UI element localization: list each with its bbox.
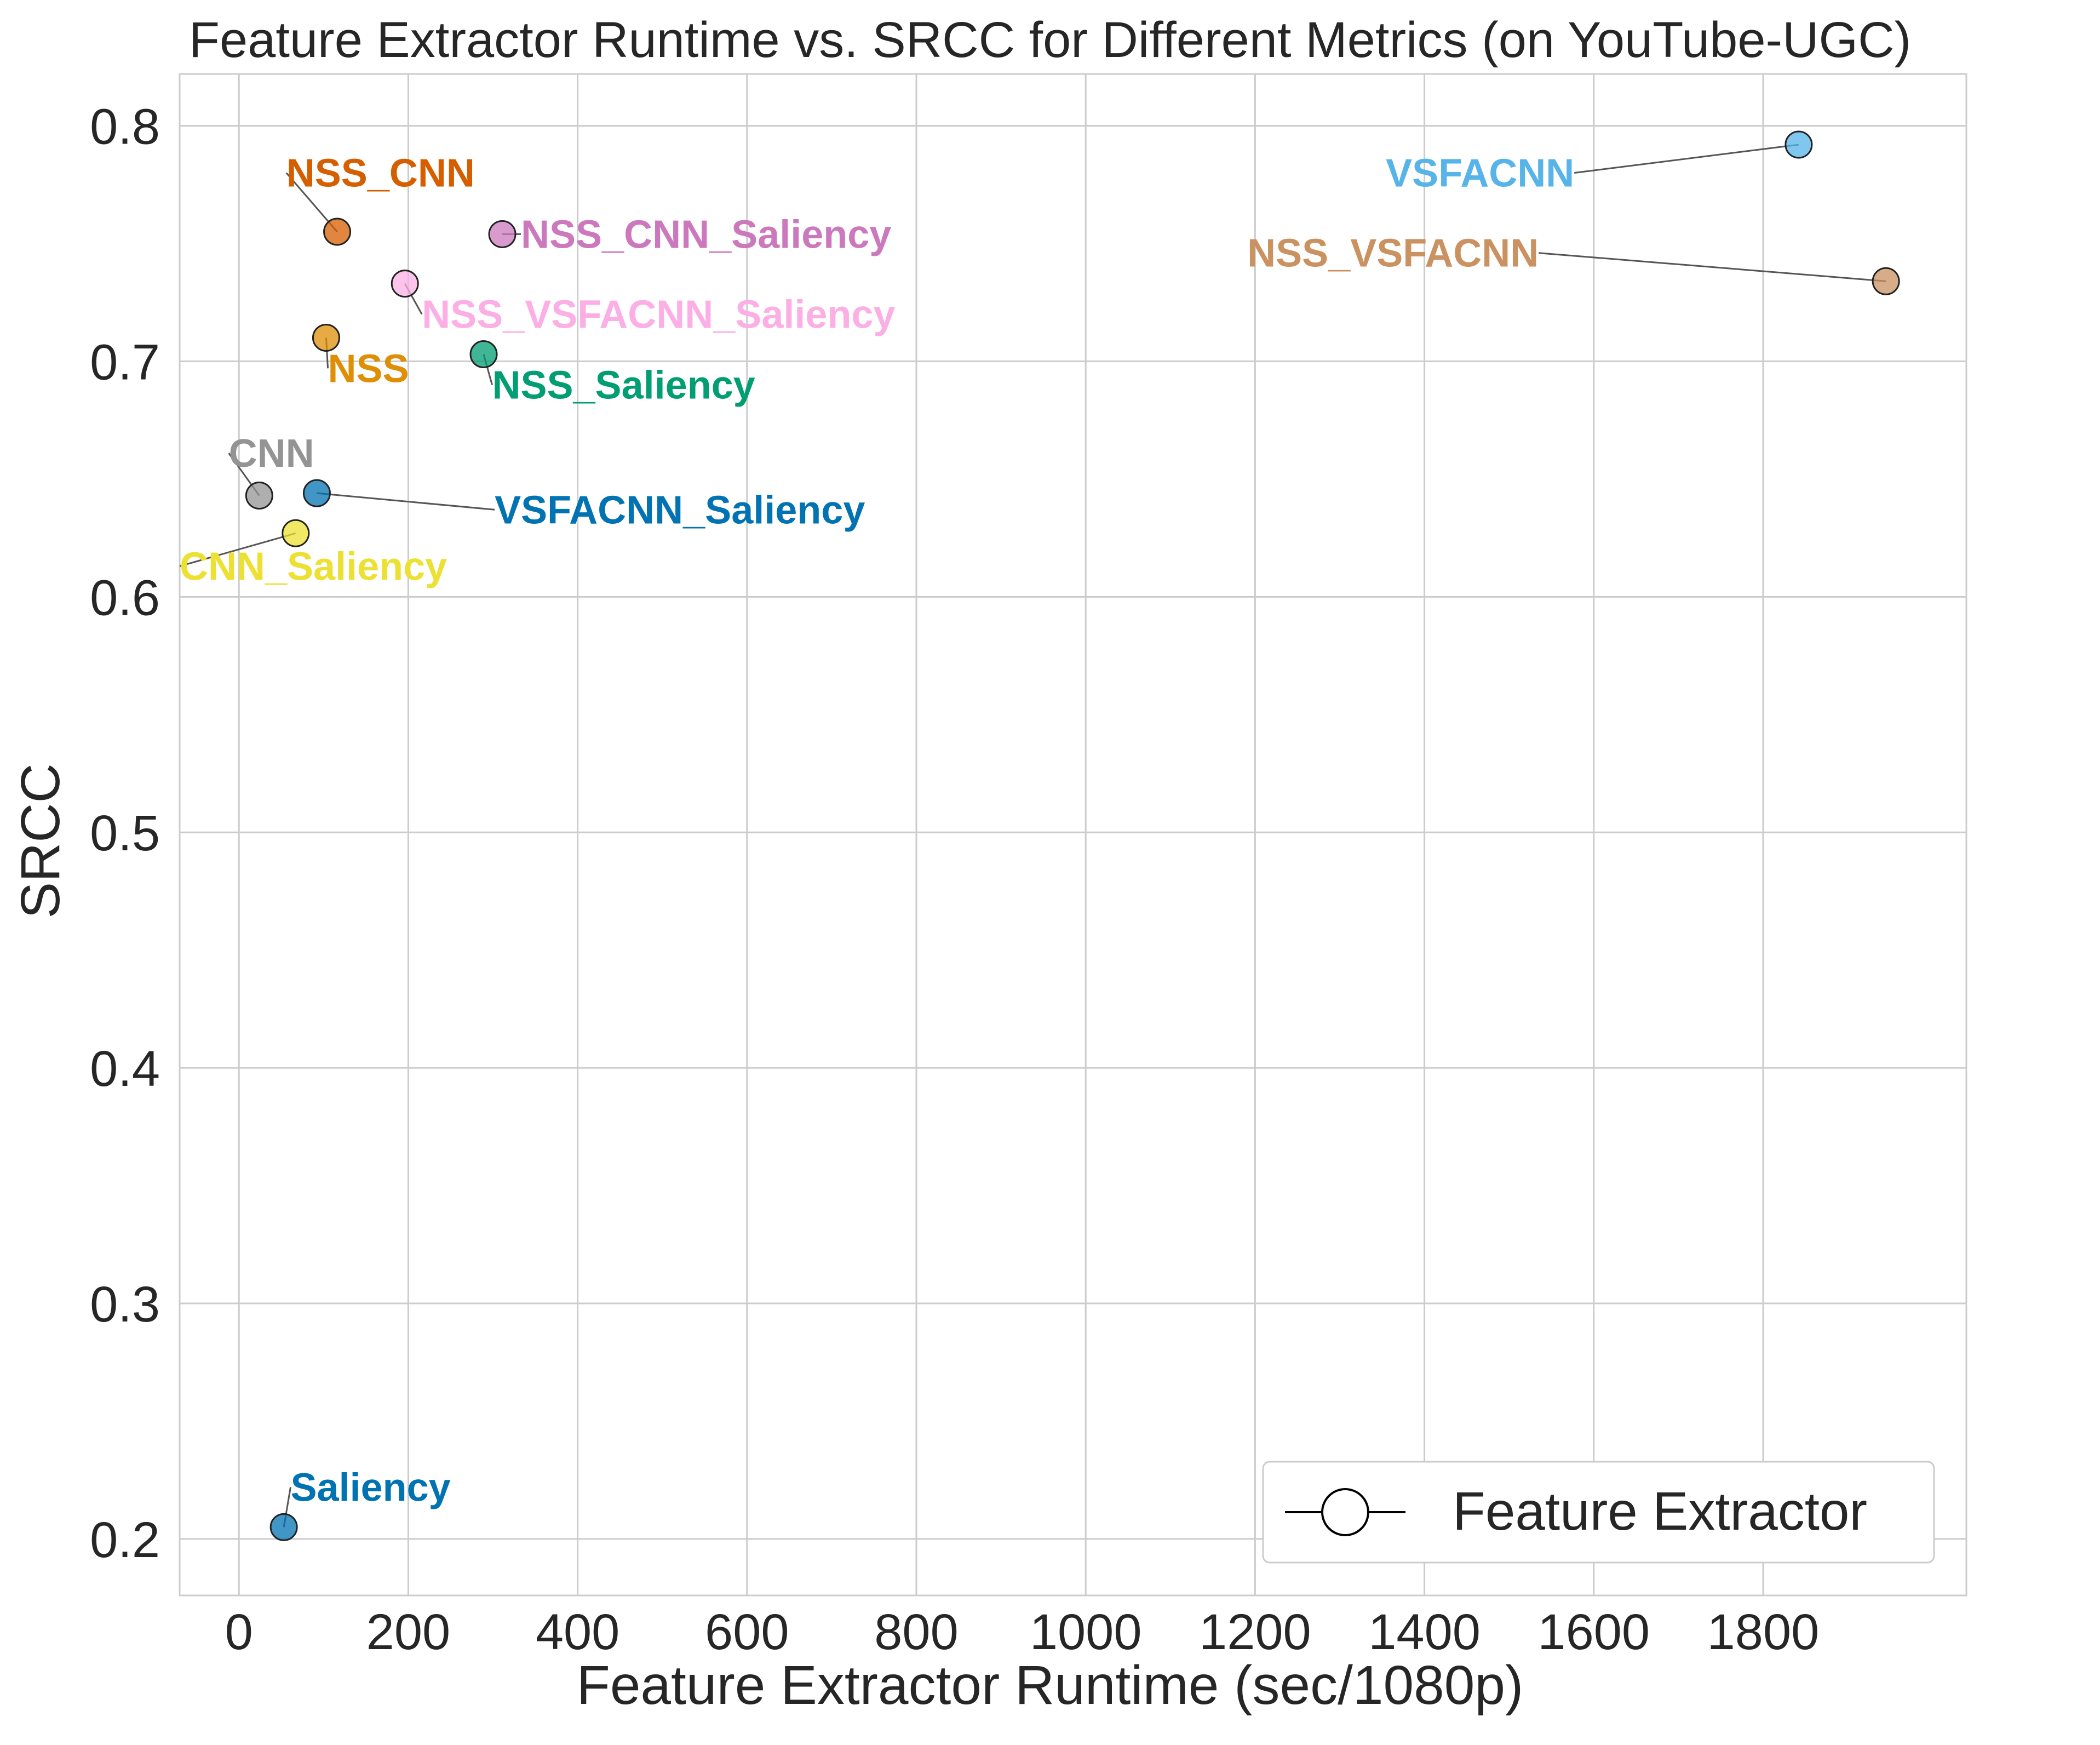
y-tick-label: 0.3 [90, 1277, 160, 1332]
point-label: NSS [328, 347, 409, 391]
plot-frame [179, 73, 1967, 1597]
x-tick-label: 1200 [1199, 1604, 1311, 1660]
point-label: NSS_CNN [286, 152, 475, 196]
y-tick-label: 0.7 [90, 334, 160, 390]
point-label: NSS_CNN_Saliency [521, 213, 891, 256]
x-tick-label: 600 [705, 1604, 789, 1660]
leader-line [1539, 252, 1886, 282]
legend-box [1262, 1461, 1935, 1564]
data-point [469, 340, 498, 369]
x-tick-label: 0 [225, 1604, 253, 1660]
data-point [269, 1513, 298, 1541]
y-tick-label: 0.4 [90, 1041, 160, 1097]
chart-title: Feature Extractor Runtime vs. SRCC for D… [189, 12, 1911, 68]
x-axis-label: Feature Extractor Runtime (sec/1080p) [577, 1655, 1524, 1716]
y-axis-ticks: 0.2 0.3 0.4 0.5 0.6 0.7 0.8 [90, 99, 160, 1568]
data-point [488, 220, 517, 248]
data-point [1785, 130, 1813, 159]
x-tick-label: 400 [536, 1604, 620, 1660]
data-point [1872, 267, 1900, 295]
legend-marker-circle [1321, 1488, 1369, 1536]
x-tick-label: 1800 [1707, 1604, 1820, 1660]
data-point [245, 481, 273, 510]
point-label: NSS_Saliency [492, 363, 755, 407]
point-label: VSFACNN_Saliency [495, 488, 865, 532]
point-labels: VSFACNN NSS_VSFACNN NSS_CNN NSS_CNN_Salienc… [180, 152, 1574, 1510]
data-point [312, 323, 340, 352]
point-label: NSS_VSFACNN_Saliency [422, 293, 895, 336]
x-tick-label: 800 [874, 1604, 959, 1660]
leader-line [317, 492, 495, 511]
point-label: CNN_Saliency [180, 545, 447, 588]
point-label: Saliency [291, 1466, 451, 1509]
x-tick-label: 1600 [1537, 1604, 1650, 1660]
data-point [302, 479, 331, 507]
y-tick-label: 0.5 [90, 805, 160, 861]
data-points [245, 130, 1900, 1541]
data-point [391, 270, 419, 298]
y-tick-label: 0.6 [90, 570, 160, 626]
data-point [323, 218, 352, 246]
y-tick-label: 0.2 [90, 1512, 160, 1568]
legend-label: Feature Extractor [1453, 1481, 1867, 1541]
leader-line [179, 532, 296, 567]
x-tick-label: 1000 [1030, 1604, 1142, 1660]
point-label: CNN [229, 432, 314, 476]
y-axis-label: SRCC [10, 763, 71, 918]
y-tick-label: 0.8 [90, 99, 160, 155]
legend: Feature Extractor [1262, 1461, 1935, 1564]
x-tick-label: 200 [366, 1604, 451, 1660]
point-label: NSS_VSFACNN [1247, 232, 1539, 276]
leader-line [1574, 144, 1799, 174]
x-axis-ticks: 0 200 400 600 800 1000 1200 1400 1600 1800 [225, 1604, 1820, 1660]
point-label: VSFACNN [1386, 152, 1574, 196]
x-tick-label: 1400 [1368, 1604, 1481, 1660]
data-point [282, 519, 310, 547]
